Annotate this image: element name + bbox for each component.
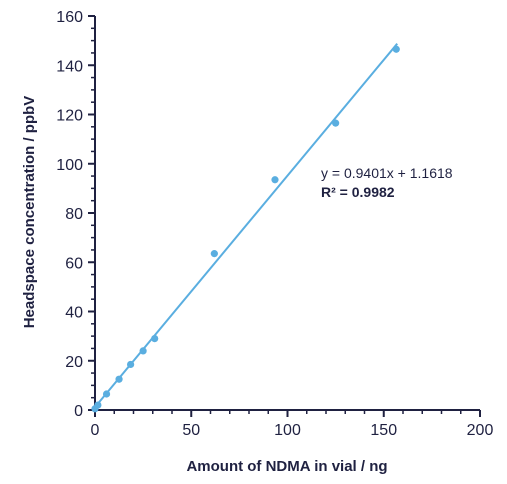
- data-point: [94, 401, 102, 409]
- trendline-group: [94, 43, 398, 408]
- y-tick-label: 160: [56, 9, 83, 26]
- x-tick-label: 200: [467, 422, 494, 439]
- data-point: [332, 119, 340, 127]
- trendline-equation: y = 0.9401x + 1.1618: [321, 165, 453, 181]
- data-point: [127, 360, 135, 369]
- x-tick-label: 150: [370, 422, 397, 439]
- y-tick-label: 40: [65, 305, 83, 322]
- trendline: [94, 43, 398, 408]
- axes: [94, 16, 480, 411]
- r-squared-label: R² = 0.9982: [321, 184, 395, 200]
- y-tick-label: 120: [56, 108, 83, 125]
- data-point: [392, 45, 400, 53]
- y-tick-label: 60: [65, 255, 83, 272]
- y-tick-label: 100: [56, 157, 83, 174]
- x-axis-title: Amount of NDMA in vial / ng: [186, 458, 387, 475]
- data-point: [210, 250, 218, 258]
- x-tick-label: 50: [182, 422, 200, 439]
- y-tick-label: 140: [56, 58, 83, 75]
- x-tick-label: 0: [91, 422, 100, 439]
- data-point: [271, 176, 279, 184]
- y-tick-label: 20: [65, 354, 83, 371]
- data-point: [151, 334, 159, 343]
- y-axis-title: Headspace concentration / ppbV: [21, 96, 38, 329]
- data-point: [115, 375, 123, 383]
- y-tick-label: 80: [65, 206, 83, 223]
- axis-ticks: 0 20 40 60 80 100 120 140 160 0 50 100 150 200: [56, 9, 493, 439]
- data-point: [139, 347, 147, 355]
- y-tick-label: 0: [74, 403, 83, 420]
- x-tick-label: 100: [274, 422, 301, 439]
- data-points: [91, 45, 400, 413]
- data-point: [102, 390, 111, 398]
